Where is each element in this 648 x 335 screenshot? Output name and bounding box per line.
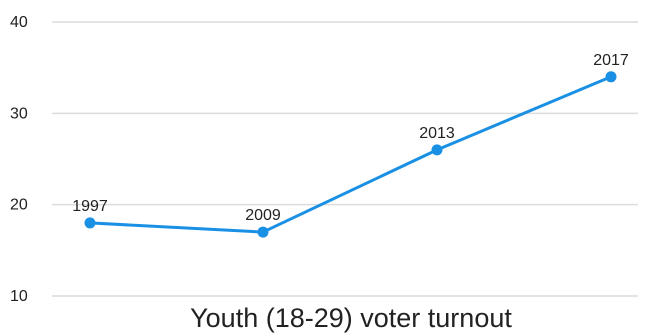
x-axis-label: Youth (18-29) voter turnout (190, 303, 512, 333)
y-axis-tick-labels: 10 20 30 40 (10, 14, 28, 305)
data-label: 2009 (245, 207, 281, 224)
data-point (431, 144, 443, 156)
y-tick-label: 40 (10, 14, 28, 31)
data-point-labels: 1997 2009 2013 2017 (72, 52, 629, 224)
data-point (605, 71, 617, 83)
data-label: 2017 (593, 52, 629, 69)
series-line (88, 75, 613, 234)
data-label: 2013 (419, 125, 455, 142)
grid-lines (52, 21, 638, 297)
y-tick-label: 10 (10, 288, 28, 305)
data-label: 1997 (72, 198, 108, 215)
series-line-layer (88, 75, 613, 234)
data-point (257, 226, 269, 238)
data-point (84, 217, 96, 229)
y-tick-label: 20 (10, 197, 28, 214)
data-points (84, 71, 617, 238)
y-tick-label: 30 (10, 105, 28, 122)
